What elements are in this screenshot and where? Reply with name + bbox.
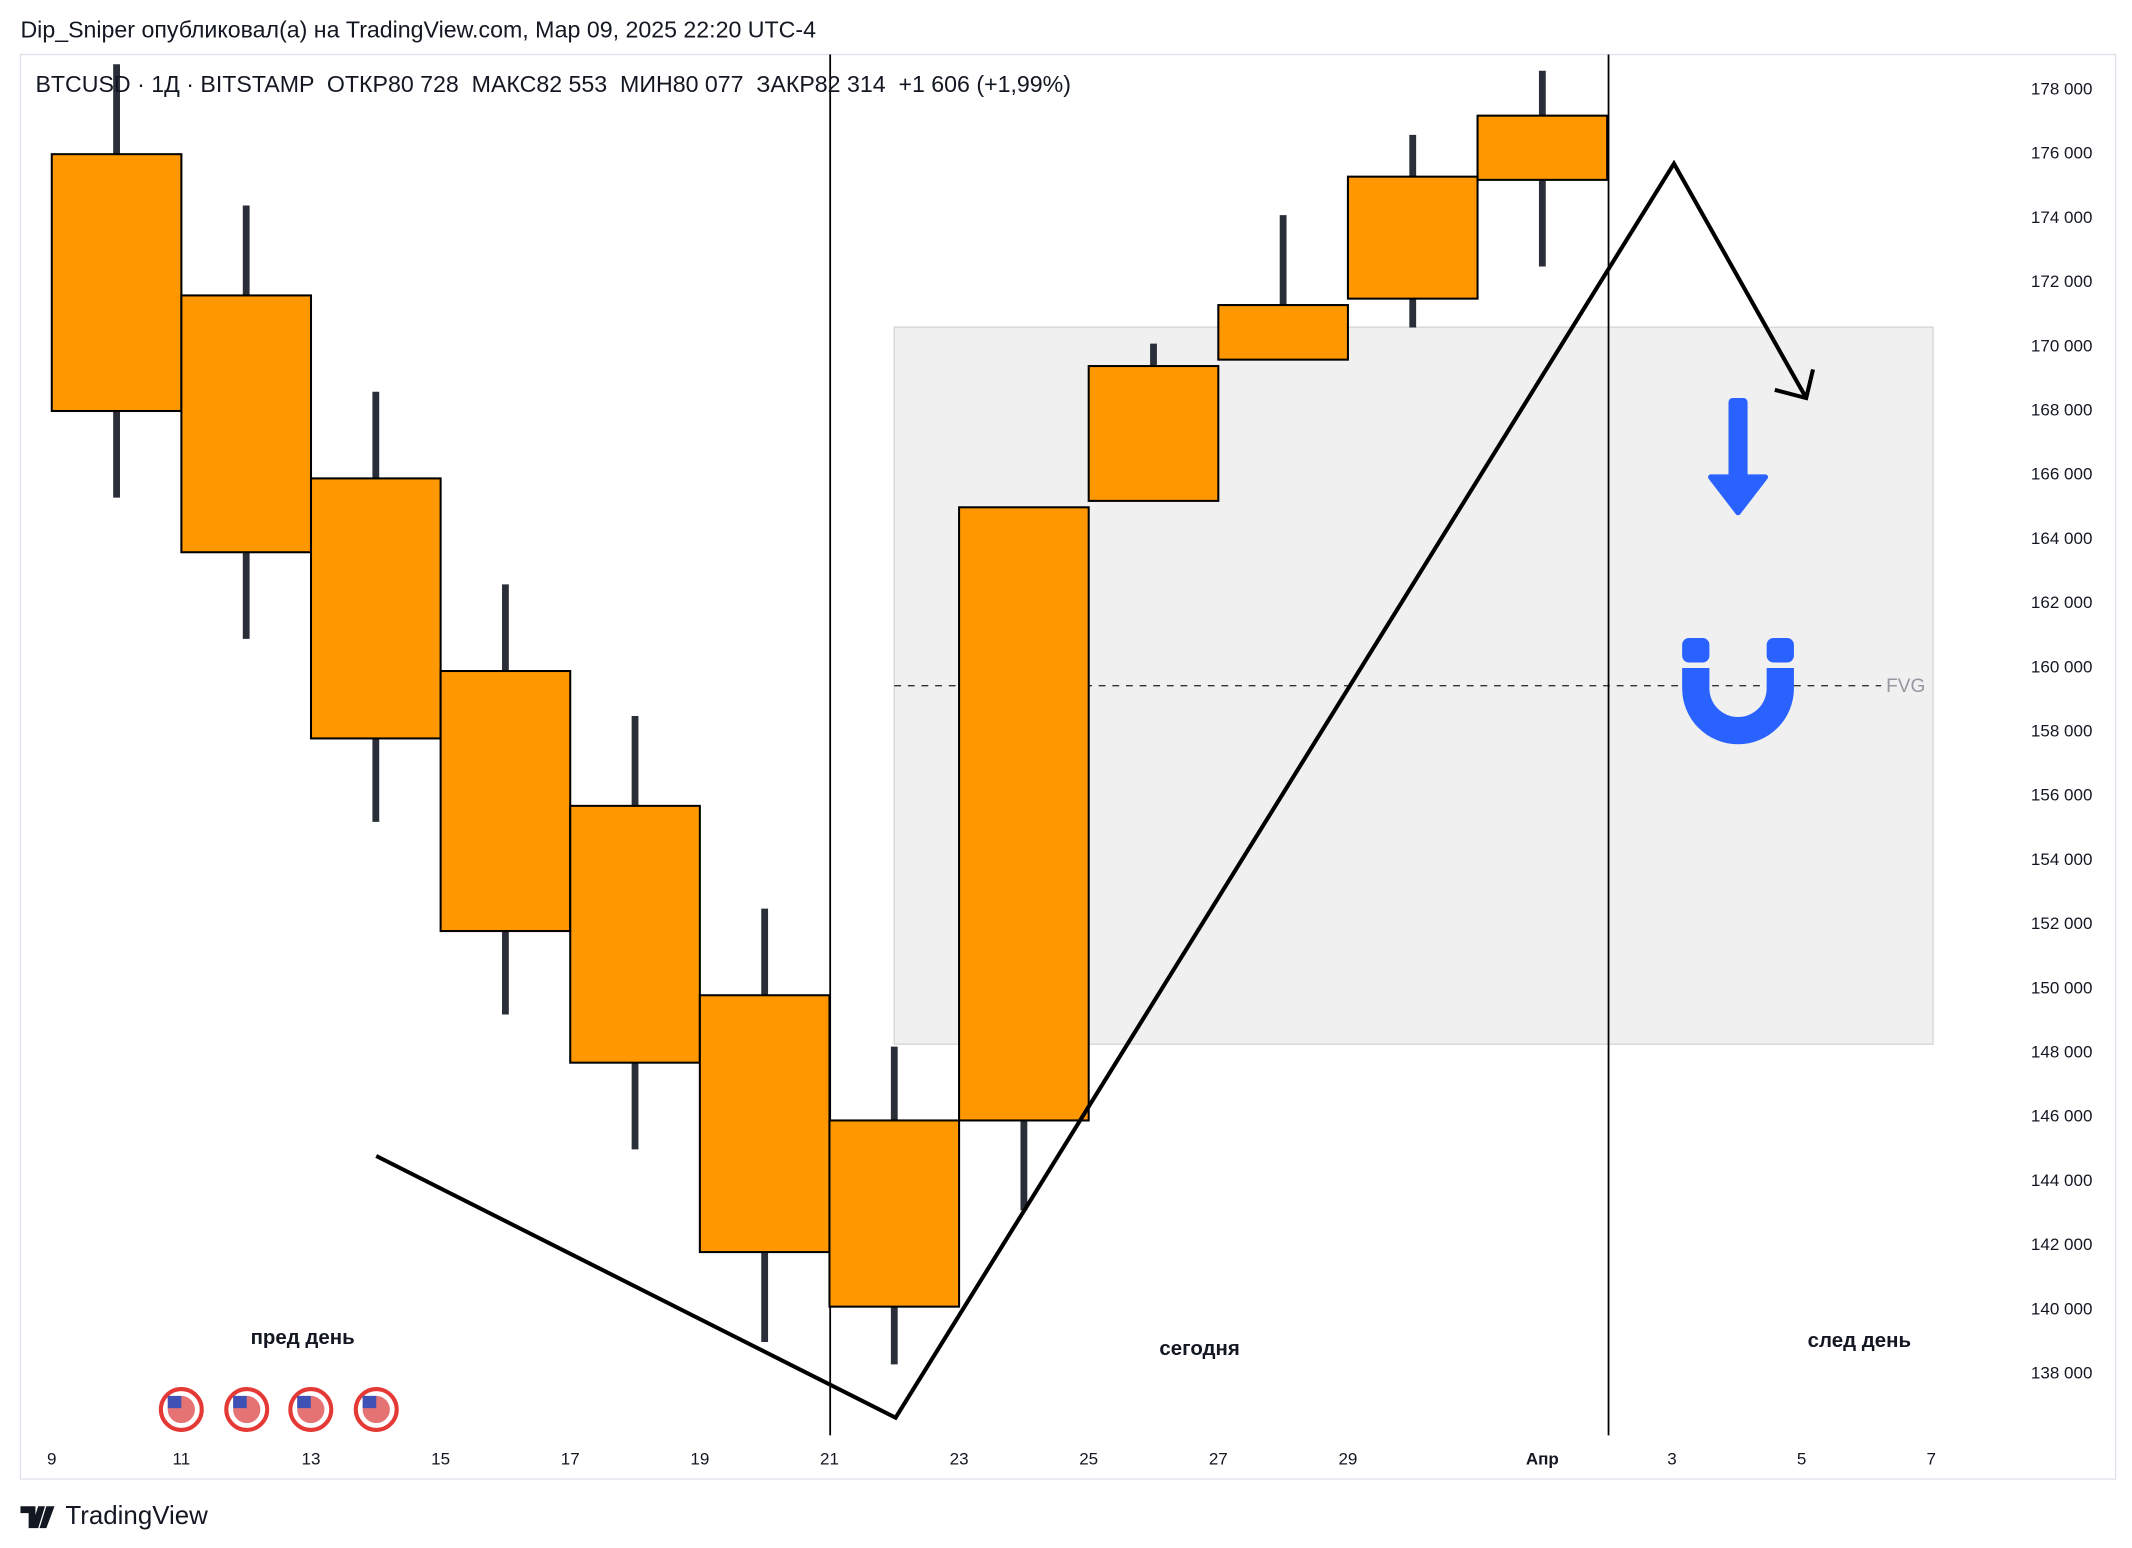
y-tick-label: 144 000 xyxy=(2031,1171,2093,1190)
candle-body xyxy=(1217,304,1349,361)
candle-body xyxy=(439,670,572,933)
footer-brand: TradingView xyxy=(65,1502,208,1530)
event-flags xyxy=(158,1387,399,1432)
y-tick-label: 138 000 xyxy=(2031,1364,2093,1383)
y-tick-label: 162 000 xyxy=(2031,593,2093,612)
x-tick-label: 13 xyxy=(302,1449,321,1468)
x-tick-label: 9 xyxy=(47,1449,56,1468)
x-tick-label: 23 xyxy=(950,1449,969,1468)
candle-body xyxy=(180,294,313,554)
logo xyxy=(20,1506,55,1529)
annotation: FVG xyxy=(1886,676,1925,697)
candle-body xyxy=(1087,365,1220,502)
y-tick-label: 164 000 xyxy=(2031,529,2093,548)
x-tick-label: 15 xyxy=(431,1449,450,1468)
x-tick-label: 25 xyxy=(1079,1449,1098,1468)
y-tick-label: 178 000 xyxy=(2031,79,2093,98)
annotation: след день xyxy=(1808,1329,1911,1352)
x-tick-label: 17 xyxy=(561,1449,580,1468)
x-tick-label: 27 xyxy=(1209,1449,1228,1468)
y-tick-label: 172 000 xyxy=(2031,272,2093,291)
candle-body xyxy=(309,477,442,740)
magnet-icon xyxy=(1682,637,1794,745)
candle-body xyxy=(828,1119,961,1308)
trend-drawing xyxy=(375,159,1808,1421)
y-tick-label: 170 000 xyxy=(2031,336,2093,355)
y-tick-label: 176 000 xyxy=(2031,144,2093,163)
x-tick-label: 7 xyxy=(1926,1449,1935,1468)
candle-body xyxy=(1346,175,1479,300)
y-tick-label: 158 000 xyxy=(2031,722,2093,741)
candle-body xyxy=(958,506,1090,1122)
y-tick-label: 142 000 xyxy=(2031,1235,2093,1254)
annotation: пред день xyxy=(251,1326,355,1349)
x-tick-label: Апр xyxy=(1526,1449,1559,1468)
candle-body xyxy=(1476,114,1609,181)
x-tick-label: 29 xyxy=(1338,1449,1357,1468)
y-tick-label: 146 000 xyxy=(2031,1107,2093,1126)
y-tick-label: 150 000 xyxy=(2031,978,2093,997)
x-tick-label: 19 xyxy=(690,1449,709,1468)
candle-body xyxy=(50,153,183,413)
y-tick-label: 160 000 xyxy=(2031,657,2093,676)
x-tick-label: 5 xyxy=(1797,1449,1806,1468)
frame xyxy=(19,53,2117,1480)
y-tick-label: 154 000 xyxy=(2031,850,2093,869)
y-tick-label: 156 000 xyxy=(2031,786,2093,805)
symbol-title: BTCUSD · 1Д · BITSTAMP ОТКР80 728 МАКС82… xyxy=(35,71,1071,97)
annotation: сегодня xyxy=(1159,1337,1239,1360)
y-tick-label: 168 000 xyxy=(2031,400,2093,419)
y-tick-label: 140 000 xyxy=(2031,1299,2093,1318)
header: Dip_Sniper опубликовал(а) на TradingView… xyxy=(20,16,816,42)
candle-body xyxy=(569,804,701,1064)
y-tick-label: 166 000 xyxy=(2031,465,2093,484)
y-tick-label: 148 000 xyxy=(2031,1043,2093,1062)
candle-body xyxy=(698,994,831,1254)
y-tick-label: 174 000 xyxy=(2031,208,2093,227)
down-arrow-icon xyxy=(1708,398,1769,516)
arrow-head xyxy=(1774,368,1815,401)
x-tick-label: 3 xyxy=(1667,1449,1676,1468)
y-tick-label: 152 000 xyxy=(2031,914,2093,933)
x-tick-label: 21 xyxy=(820,1449,839,1468)
x-tick-label: 11 xyxy=(173,1449,191,1468)
